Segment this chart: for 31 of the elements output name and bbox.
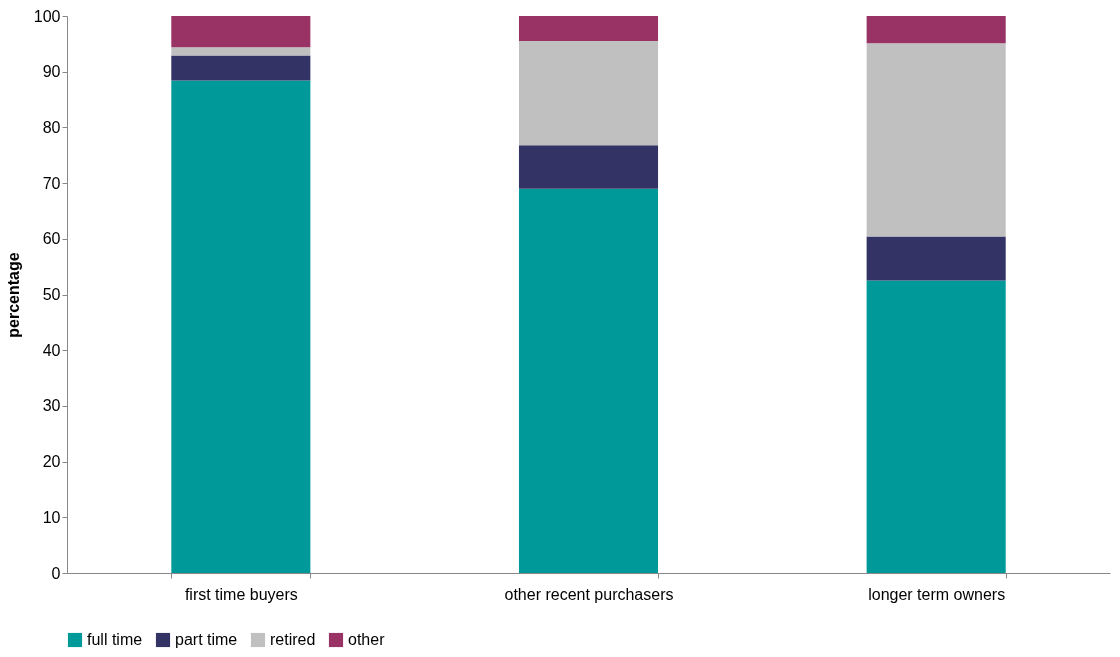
bar <box>866 280 1006 573</box>
bar <box>171 47 311 56</box>
bar <box>518 188 659 573</box>
y-axis-title: percentage <box>4 252 22 338</box>
y-tick-label: 100 <box>33 7 61 25</box>
legend-label: part time <box>175 631 238 648</box>
y-tick-label: 0 <box>51 564 61 582</box>
bar <box>518 41 659 146</box>
x-tick-label: longer term owners <box>868 585 1006 603</box>
bar <box>518 145 659 189</box>
x-tick-label: other recent purchasers <box>504 585 674 603</box>
y-tick-label: 80 <box>42 118 61 136</box>
bar <box>518 16 659 42</box>
y-tick-label: 60 <box>42 230 61 248</box>
y-tick-label: 40 <box>42 341 61 359</box>
bar <box>866 16 1006 44</box>
y-tick-label: 50 <box>42 286 61 303</box>
legend-label: full time <box>87 631 143 648</box>
x-tick-label: first time buyers <box>184 585 298 603</box>
y-tick-label: 20 <box>42 453 61 471</box>
bar <box>171 16 311 48</box>
bar <box>171 55 311 81</box>
y-tick-label: 70 <box>42 174 61 192</box>
bar <box>866 236 1006 281</box>
y-tick-label: 10 <box>42 508 61 526</box>
legend-label: retired <box>270 631 316 648</box>
bar <box>866 43 1006 237</box>
y-tick-label: 90 <box>42 63 61 81</box>
legend-label: other <box>348 631 386 648</box>
bar <box>171 80 311 573</box>
y-tick-label: 30 <box>42 397 61 415</box>
